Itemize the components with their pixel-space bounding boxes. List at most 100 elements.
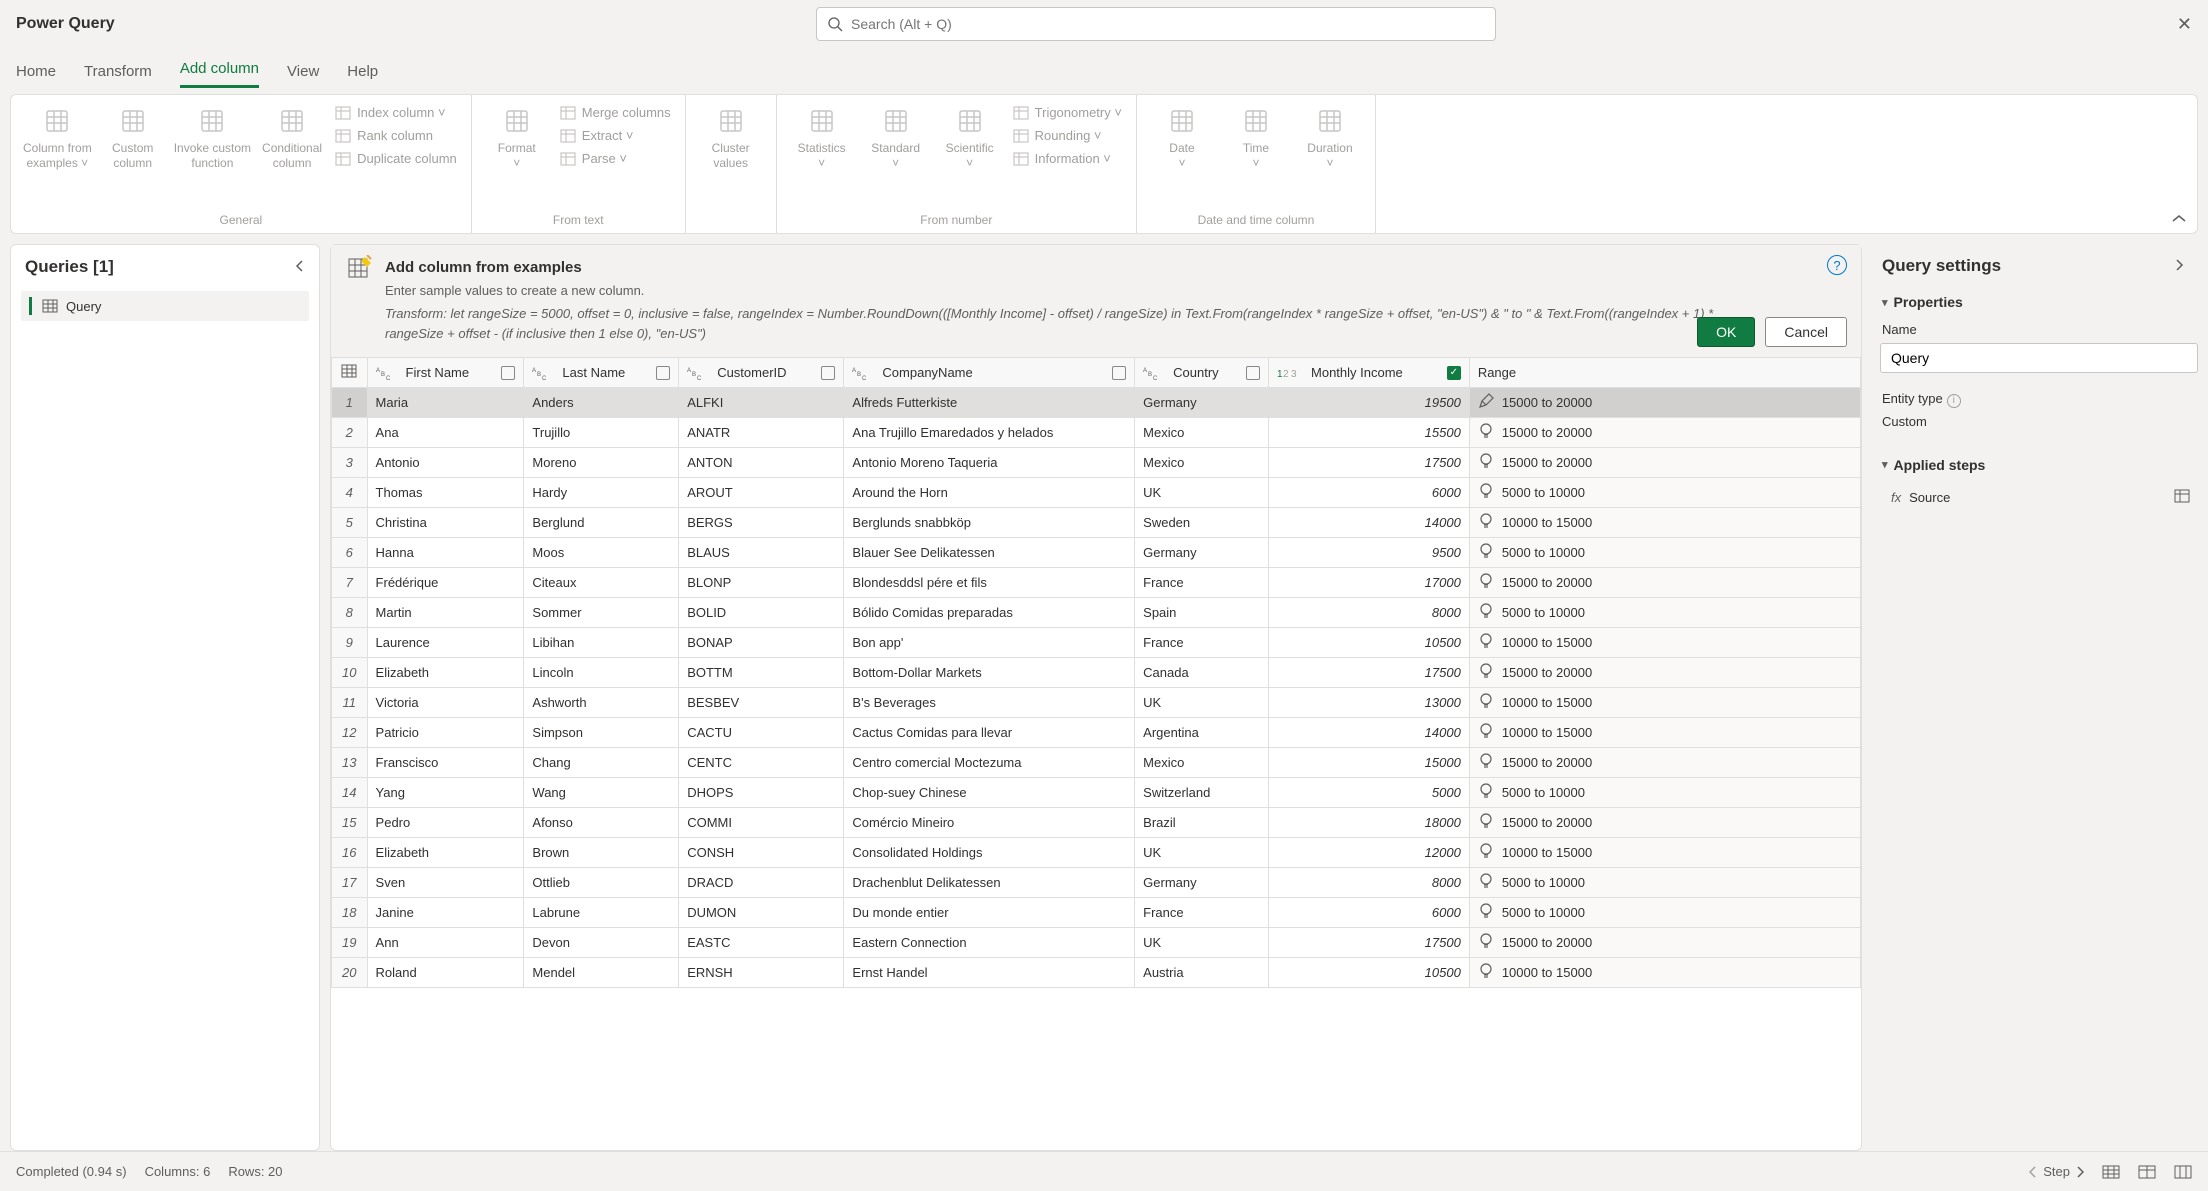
ribbon-button[interactable]: Column fromexamples ˅	[21, 101, 94, 175]
step-nav[interactable]: Step	[2029, 1164, 2084, 1179]
table-row[interactable]: 4ThomasHardyAROUTAround the HornUK600050…	[332, 478, 1861, 508]
range-cell[interactable]: 10000 to 15000	[1469, 688, 1860, 718]
column-checkbox[interactable]	[821, 366, 835, 380]
range-cell[interactable]: 15000 to 20000	[1469, 568, 1860, 598]
table-row[interactable]: 2AnaTrujilloANATRAna Trujillo Emaredados…	[332, 418, 1861, 448]
ribbon-button[interactable]: Standard˅	[861, 101, 931, 175]
ribbon-collapse-button[interactable]	[2171, 212, 2187, 227]
ribbon-button[interactable]: Conditionalcolumn	[257, 101, 327, 175]
search-box[interactable]	[816, 7, 1496, 41]
column-header[interactable]: ABCCountry	[1135, 358, 1269, 388]
range-cell[interactable]: 5000 to 10000	[1469, 898, 1860, 928]
table-row[interactable]: 5ChristinaBerglundBERGSBerglunds snabbkö…	[332, 508, 1861, 538]
column-checkbox[interactable]	[1447, 366, 1461, 380]
ribbon-item[interactable]: Information ˅	[1009, 149, 1126, 168]
column-header[interactable]: ABCLast Name	[524, 358, 679, 388]
ribbon-button[interactable]: Scientific˅	[935, 101, 1005, 175]
table-row[interactable]: 19AnnDevonEASTCEastern ConnectionUK17500…	[332, 928, 1861, 958]
cancel-button[interactable]: Cancel	[1765, 317, 1847, 347]
ribbon-item[interactable]: Parse ˅	[556, 149, 675, 168]
range-cell[interactable]: 10000 to 15000	[1469, 628, 1860, 658]
column-checkbox[interactable]	[501, 366, 515, 380]
table-row[interactable]: 17SvenOttliebDRACDDrachenblut Delikatess…	[332, 868, 1861, 898]
ribbon-button[interactable]: Customcolumn	[98, 101, 168, 175]
range-cell[interactable]: 5000 to 10000	[1469, 538, 1860, 568]
range-cell[interactable]: 10000 to 15000	[1469, 958, 1860, 988]
close-button[interactable]: ✕	[2177, 14, 2192, 35]
tab-view[interactable]: View	[287, 63, 319, 88]
column-checkbox[interactable]	[1112, 366, 1126, 380]
range-cell[interactable]: 10000 to 15000	[1469, 718, 1860, 748]
range-cell[interactable]: 5000 to 10000	[1469, 478, 1860, 508]
column-header[interactable]: ABCCustomerID	[679, 358, 844, 388]
ribbon-item[interactable]: Index column ˅	[331, 103, 461, 122]
settings-collapse-button[interactable]	[2174, 258, 2184, 275]
range-cell[interactable]: 15000 to 20000	[1469, 418, 1860, 448]
table-row[interactable]: 8MartinSommerBOLIDBólido Comidas prepara…	[332, 598, 1861, 628]
info-icon[interactable]: i	[1947, 394, 1961, 408]
table-row[interactable]: 16ElizabethBrownCONSHConsolidated Holdin…	[332, 838, 1861, 868]
applied-steps-section[interactable]: ▾ Applied steps	[1880, 451, 2198, 479]
table-row[interactable]: 14YangWangDHOPSChop-suey ChineseSwitzerl…	[332, 778, 1861, 808]
table-row[interactable]: 13FransciscoChangCENTCCentro comercial M…	[332, 748, 1861, 778]
ribbon-button[interactable]: Time˅	[1221, 101, 1291, 175]
range-cell[interactable]: 15000 to 20000	[1469, 448, 1860, 478]
table-row[interactable]: 12PatricioSimpsonCACTUCactus Comidas par…	[332, 718, 1861, 748]
column-header[interactable]: ABCCompanyName	[844, 358, 1135, 388]
grid-view-button[interactable]	[2102, 1165, 2120, 1179]
range-cell[interactable]: 5000 to 10000	[1469, 868, 1860, 898]
range-cell[interactable]: 5000 to 10000	[1469, 778, 1860, 808]
range-column-header[interactable]: Range	[1469, 358, 1860, 388]
column-checkbox[interactable]	[1246, 366, 1260, 380]
tab-help[interactable]: Help	[347, 63, 378, 88]
range-cell[interactable]: 15000 to 20000	[1469, 928, 1860, 958]
query-name-input[interactable]	[1880, 343, 2198, 373]
ribbon-button[interactable]: Statistics˅	[787, 101, 857, 175]
query-item[interactable]: Query	[21, 291, 309, 321]
table-row[interactable]: 18JanineLabruneDUMONDu monde entierFranc…	[332, 898, 1861, 928]
ribbon-button[interactable]: Format˅	[482, 101, 552, 175]
table-row[interactable]: 1MariaAndersALFKIAlfreds FutterkisteGerm…	[332, 388, 1861, 418]
range-cell[interactable]: 15000 to 20000	[1469, 748, 1860, 778]
range-cell[interactable]: 15000 to 20000	[1469, 388, 1860, 418]
column-header[interactable]: 123Monthly Income	[1269, 358, 1470, 388]
table-row[interactable]: 10ElizabethLincolnBOTTMBottom-Dollar Mar…	[332, 658, 1861, 688]
table-row[interactable]: 11VictoriaAshworthBESBEVB's BeveragesUK1…	[332, 688, 1861, 718]
tab-transform[interactable]: Transform	[84, 63, 152, 88]
table-row[interactable]: 3AntonioMorenoANTONAntonio Moreno Taquer…	[332, 448, 1861, 478]
step-settings-button[interactable]	[2174, 489, 2190, 506]
ribbon-item[interactable]: Rounding ˅	[1009, 126, 1126, 145]
range-cell[interactable]: 5000 to 10000	[1469, 598, 1860, 628]
ribbon-item[interactable]: Duplicate column	[331, 149, 461, 168]
ribbon-item[interactable]: Trigonometry ˅	[1009, 103, 1126, 122]
ribbon-button[interactable]: Invoke customfunction	[172, 101, 253, 175]
ribbon-item[interactable]: Rank column	[331, 126, 461, 145]
range-cell[interactable]: 10000 to 15000	[1469, 508, 1860, 538]
tab-add-column[interactable]: Add column	[180, 60, 259, 88]
schema-view-button[interactable]	[2174, 1165, 2192, 1179]
column-header[interactable]: ABCFirst Name	[367, 358, 524, 388]
applied-step[interactable]: fx Source	[1880, 483, 2198, 512]
search-input[interactable]	[851, 16, 1485, 32]
ribbon-button[interactable]: Clustervalues	[696, 101, 766, 175]
properties-section[interactable]: ▾ Properties	[1880, 288, 2198, 316]
table-row[interactable]: 20RolandMendelERNSHErnst HandelAustria10…	[332, 958, 1861, 988]
ribbon-item[interactable]: Extract ˅	[556, 126, 675, 145]
help-button[interactable]: ?	[1827, 255, 1847, 275]
ribbon-button[interactable]: Date˅	[1147, 101, 1217, 175]
tab-home[interactable]: Home	[16, 63, 56, 88]
range-cell[interactable]: 15000 to 20000	[1469, 808, 1860, 838]
range-cell[interactable]: 15000 to 20000	[1469, 658, 1860, 688]
ribbon-button[interactable]: Duration˅	[1295, 101, 1365, 175]
table-row[interactable]: 9LaurenceLibihanBONAPBon app'France10500…	[332, 628, 1861, 658]
table-row[interactable]: 15PedroAfonsoCOMMIComércio MineiroBrazil…	[332, 808, 1861, 838]
ok-button[interactable]: OK	[1697, 317, 1755, 347]
ribbon-item[interactable]: Merge columns	[556, 103, 675, 122]
rownum-header[interactable]	[332, 358, 368, 388]
diagram-view-button[interactable]	[2138, 1165, 2156, 1179]
range-cell[interactable]: 10000 to 15000	[1469, 838, 1860, 868]
queries-collapse-button[interactable]	[295, 259, 305, 276]
table-row[interactable]: 6HannaMoosBLAUSBlauer See DelikatessenGe…	[332, 538, 1861, 568]
column-checkbox[interactable]	[656, 366, 670, 380]
table-row[interactable]: 7FrédériqueCiteauxBLONPBlondesddsl pére …	[332, 568, 1861, 598]
